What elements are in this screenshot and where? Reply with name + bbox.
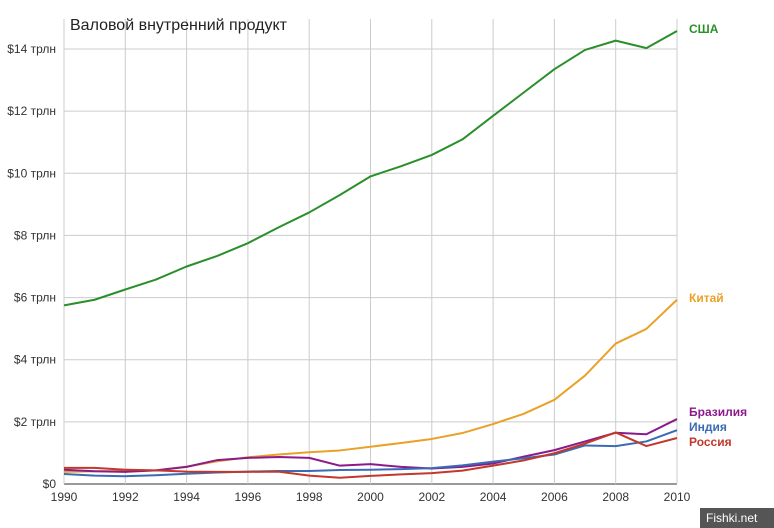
series-label: США: [689, 22, 719, 36]
y-tick-label: $12 трлн: [7, 104, 56, 118]
y-tick-label: $10 трлн: [7, 166, 56, 180]
x-axis-ticks: 1990 1992 1994 1996 1998 2000 2002 2004 2006 2008…: [51, 490, 691, 504]
y-axis-ticks: $0 $2 трлн $4 трлн $6 трлн $8 трлн $10 трлн $1…: [7, 42, 56, 491]
y-tick-label: $8 трлн: [14, 228, 56, 242]
x-tick-label: 2002: [418, 490, 445, 504]
x-tick-label: 2004: [480, 490, 507, 504]
series-lines: [63, 30, 678, 479]
x-tick-label: 2006: [541, 490, 568, 504]
grid: [63, 19, 678, 485]
chart-title: Валовой внутренний продукт: [70, 17, 288, 34]
x-tick-label: 2010: [664, 490, 691, 504]
series-label: Россия: [689, 435, 732, 449]
x-tick-label: 2000: [357, 490, 384, 504]
y-tick-label: $0: [43, 477, 57, 491]
y-tick-label: $6 трлн: [14, 291, 56, 305]
x-tick-label: 2008: [602, 490, 629, 504]
y-tick-label: $4 трлн: [14, 353, 56, 367]
watermark-bg: [700, 508, 774, 528]
x-tick-label: 1992: [112, 490, 139, 504]
series-label: Китай: [689, 291, 724, 305]
y-tick-label: $14 трлн: [7, 42, 56, 56]
series-label: Индия: [689, 420, 727, 434]
x-tick-label: 1994: [173, 490, 200, 504]
series-label: Бразилия: [689, 405, 747, 419]
x-tick-label: 1998: [296, 490, 323, 504]
x-tick-label: 1996: [235, 490, 262, 504]
y-tick-label: $2 трлн: [14, 415, 56, 429]
x-tick-label: 1990: [51, 490, 78, 504]
watermark: Fishki.net: [706, 511, 758, 525]
